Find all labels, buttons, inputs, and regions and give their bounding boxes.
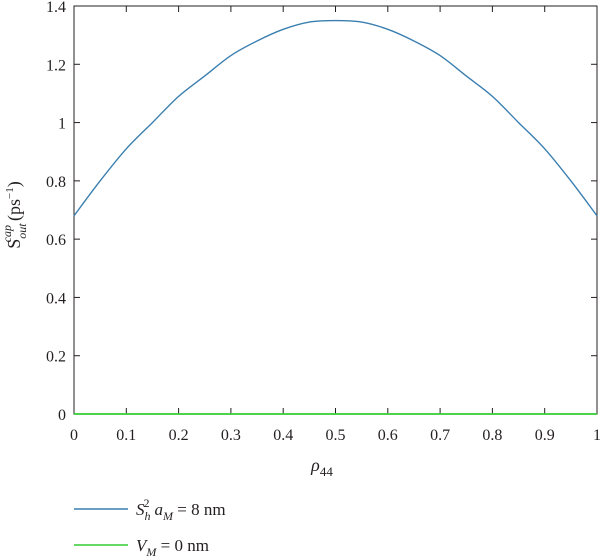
x-tick-label: 0.5 — [326, 427, 346, 444]
series-line-1 — [73, 19, 598, 217]
y-tick-label: 0.4 — [46, 290, 66, 307]
x-axis-label: ρ44 — [310, 455, 333, 479]
y-tick-label: 0.6 — [46, 232, 66, 249]
y-tick-label: 0.8 — [46, 174, 66, 191]
y-tick-label: 0.2 — [46, 349, 66, 366]
plot-frame — [73, 5, 598, 415]
y-tick-label: 1 — [58, 116, 66, 133]
legend-entry-series-1: Sh2 aM = 8 nm — [74, 496, 226, 523]
y-tick-label: 0 — [58, 407, 66, 424]
x-tick-label: 0.1 — [116, 427, 136, 444]
x-tick-label: 0.2 — [169, 427, 189, 444]
legend: Sh2 aM = 8 nm VM = 0 nm — [74, 496, 226, 556]
y-tick-label: 1.2 — [46, 57, 66, 74]
x-tick-label: 0.7 — [430, 427, 450, 444]
legend-label-series-2: VM = 0 nm — [136, 536, 209, 556]
x-tick-label: 0 — [70, 427, 78, 444]
x-tick-label: 0.3 — [221, 427, 241, 444]
axes: 0 0.1 0.2 0.3 0.4 0.5 0.6 0.7 0.8 0.9 1 0 0.2 0.4 0.6 0… — [46, 0, 600, 444]
series-lines — [73, 19, 598, 415]
x-tick-label: 0.4 — [273, 427, 293, 444]
legend-entry-series-2: VM = 0 nm — [74, 536, 209, 556]
y-axis-label: Soutcap(ps−1) — [0, 181, 29, 248]
y-tick-label: 1.4 — [46, 0, 66, 16]
x-tick-label: 0.6 — [378, 427, 398, 444]
legend-label-series-1: Sh2 aM = 8 nm — [136, 496, 226, 523]
x-tick-label: 1 — [593, 427, 600, 444]
x-tick-label: 0.8 — [482, 427, 502, 444]
svg-text:ρ44: ρ44 — [310, 455, 333, 479]
x-tick-label: 0.9 — [535, 427, 555, 444]
svg-text:Soutcap(ps−1): Soutcap(ps−1) — [0, 181, 29, 248]
